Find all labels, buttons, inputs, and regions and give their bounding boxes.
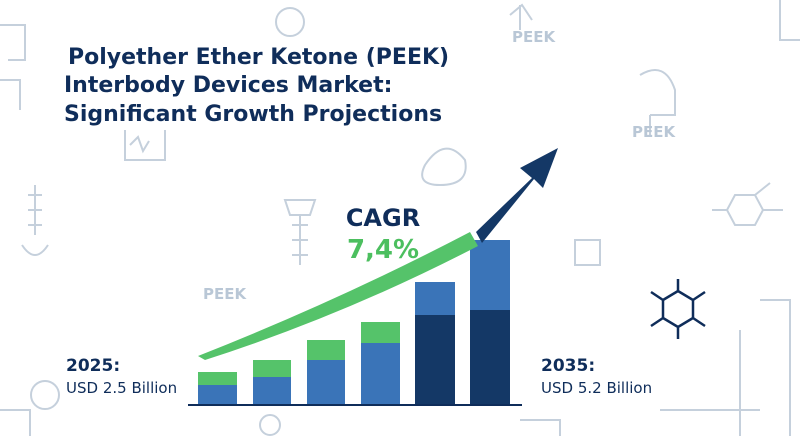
title-line: Significant Growth Projections bbox=[64, 102, 442, 127]
title-line: Polyether Ether Ketone (PEEK) bbox=[68, 45, 449, 70]
growth-swoosh bbox=[198, 232, 478, 360]
bars bbox=[188, 240, 522, 406]
watermark: PEEK bbox=[512, 28, 556, 46]
start-year: 2025: bbox=[66, 356, 120, 376]
watermark: PEEK bbox=[203, 285, 247, 303]
cagr-value: 7,4% bbox=[347, 235, 419, 265]
start-value: USD 2.5 Billion bbox=[66, 379, 177, 397]
title-line: Interbody Devices Market: bbox=[64, 73, 392, 98]
end-year: 2035: bbox=[541, 356, 595, 376]
cagr-label: CAGR bbox=[346, 204, 420, 232]
growth-arrow bbox=[476, 148, 558, 243]
end-value: USD 5.2 Billion bbox=[541, 379, 652, 397]
watermark: PEEK bbox=[632, 123, 676, 141]
